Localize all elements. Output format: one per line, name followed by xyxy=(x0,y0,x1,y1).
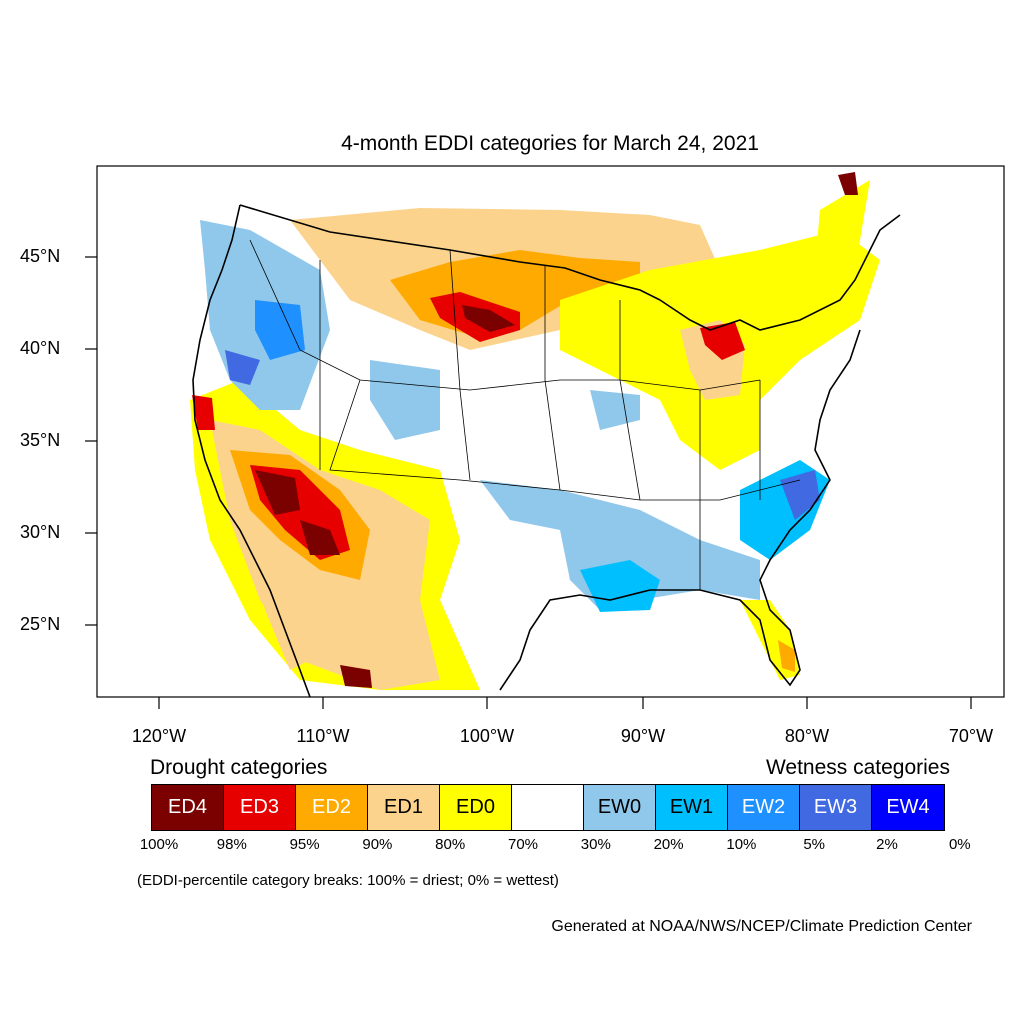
legend-swatch-ew2: EW2 xyxy=(728,785,800,830)
legend-swatch-ed3: ED3 xyxy=(224,785,296,830)
percentile-break-label: 95% xyxy=(289,836,320,853)
category-breaks-note: (EDDI-percentile category breaks: 100% =… xyxy=(137,872,559,889)
wetness-categories-heading: Wetness categories xyxy=(765,756,950,779)
legend-swatch-ew1: EW1 xyxy=(656,785,728,830)
lon-ticks xyxy=(158,697,972,709)
fill-ed3-california xyxy=(192,395,215,430)
lon-label: 80°W xyxy=(784,726,830,746)
legend-swatch-ed0: ED0 xyxy=(440,785,512,830)
lat-ticks xyxy=(85,256,97,626)
fill-ed4-maine xyxy=(838,172,858,195)
fill-ew3-oregon xyxy=(225,350,260,385)
lat-label: 35°N xyxy=(20,430,61,450)
percentile-break-label: 70% xyxy=(507,836,539,853)
legend-swatch-none xyxy=(512,785,584,830)
percentile-break-label: 90% xyxy=(362,836,393,853)
fill-ew0-iowa xyxy=(590,390,640,430)
fill-ew2-oregon xyxy=(255,300,305,360)
legend-swatch-ew3: EW3 xyxy=(800,785,872,830)
lat-label: 30°N xyxy=(20,522,61,542)
percentile-break-label: 2% xyxy=(876,836,898,853)
eddi-map xyxy=(85,165,1005,709)
percentile-break-label: 20% xyxy=(653,836,684,853)
fill-ew0-utah xyxy=(370,360,440,440)
fill-ed4-dakota xyxy=(462,305,515,332)
fill-ed2-florida xyxy=(778,640,795,672)
legend-swatch-ew0: EW0 xyxy=(584,785,656,830)
percentile-break-label: 10% xyxy=(726,836,757,853)
map-title: 4-month EDDI categories for March 24, 20… xyxy=(341,132,759,155)
lon-label: 100°W xyxy=(459,726,515,746)
legend-swatch-ed4: ED4 xyxy=(152,785,224,830)
drought-categories-heading: Drought categories xyxy=(150,756,328,779)
fill-ed4-arizona xyxy=(255,470,300,515)
percentile-break-label: 5% xyxy=(803,836,826,853)
fill-ed4-newmexico xyxy=(300,520,340,555)
fill-ew0-south xyxy=(480,480,760,610)
lon-label: 110°W xyxy=(296,726,350,746)
fill-ed3-michigan xyxy=(700,322,745,360)
percentile-break-label: 80% xyxy=(435,836,466,853)
percentile-break-label: 30% xyxy=(580,836,611,853)
lon-label: 120°W xyxy=(131,726,187,746)
lon-label: 90°W xyxy=(620,726,666,746)
credit-line: Generated at NOAA/NWS/NCEP/Climate Predi… xyxy=(551,918,972,935)
legend-swatch-ed1: ED1 xyxy=(368,785,440,830)
fill-ed4-mexico xyxy=(340,665,372,688)
state-borders xyxy=(249,239,801,590)
legend-swatch-ew4: EW4 xyxy=(872,785,944,830)
category-legend: ED4 ED3 ED2 ED1 ED0 EW0 EW1 EW2 EW3 EW4 xyxy=(151,784,945,831)
lat-label: 45°N xyxy=(20,246,61,266)
percentile-break-label: 98% xyxy=(216,836,247,853)
map-frame xyxy=(96,165,1005,698)
legend-swatch-ed2: ED2 xyxy=(296,785,368,830)
lat-label: 40°N xyxy=(20,338,61,358)
fill-ed0-northeast xyxy=(810,180,870,340)
lat-label: 25°N xyxy=(20,614,61,634)
coastline xyxy=(192,204,901,697)
percentile-break-label: 0% xyxy=(948,836,971,853)
lon-label: 70°W xyxy=(948,726,994,746)
percentile-break-label: 100% xyxy=(139,836,179,853)
